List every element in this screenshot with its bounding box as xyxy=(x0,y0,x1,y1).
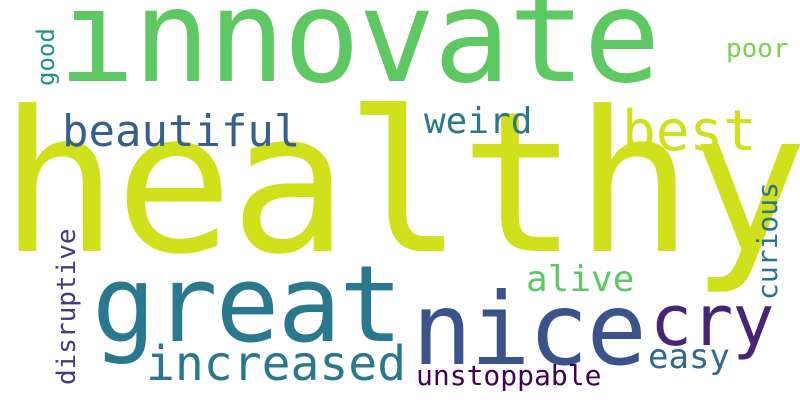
word-good: good xyxy=(32,28,60,86)
word-disruptive: disruptive xyxy=(52,228,82,385)
word-unstoppable: unstoppable xyxy=(416,359,602,392)
word-cry: cry xyxy=(650,280,774,362)
word-great: great xyxy=(92,243,403,366)
word-poor: poor xyxy=(726,34,789,64)
word-beautiful: beautiful xyxy=(62,106,301,157)
word-innovate: innovate xyxy=(58,0,660,112)
word-best: best xyxy=(622,99,757,164)
word-easy: easy xyxy=(648,337,730,377)
word-nice: nice xyxy=(412,271,647,388)
word-increased: increased xyxy=(146,336,407,392)
word-healthy: healthy xyxy=(0,70,800,298)
word-curious: curious xyxy=(751,181,784,300)
word-alive: alive xyxy=(526,259,635,300)
word-weird: weird xyxy=(424,101,533,142)
